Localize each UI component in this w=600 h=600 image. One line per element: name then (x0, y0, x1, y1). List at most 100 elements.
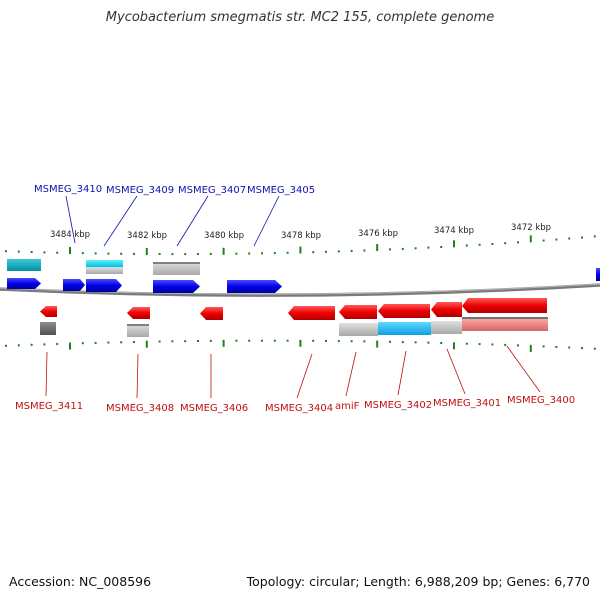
minor-tick (312, 339, 315, 342)
gene-label-msmeg-3406[interactable]: MSMEG_3406 (180, 403, 248, 414)
gene-label-msmeg-3410[interactable]: MSMEG_3410 (34, 184, 102, 195)
feature-block (127, 324, 149, 326)
minor-tick (491, 343, 494, 346)
minor-tick (5, 250, 7, 253)
minor-tick (337, 340, 340, 343)
major-tick (376, 340, 379, 348)
minor-tick (478, 343, 481, 346)
genome-title: Mycobacterium smegmatis str. MC2 155, co… (105, 10, 495, 25)
minor-tick (440, 246, 443, 248)
gene-label-msmeg-3405[interactable]: MSMEG_3405 (247, 185, 315, 196)
forward-feature-track (7, 259, 200, 275)
topology-text: Topology: circular; Length: 6,988,209 bp… (246, 574, 590, 589)
gene-label-msmeg-3404[interactable]: MSMEG_3404 (265, 403, 333, 414)
minor-tick (197, 253, 199, 255)
gene-label-msmeg-3411[interactable]: MSMEG_3411 (15, 401, 83, 412)
minor-tick (261, 339, 263, 342)
minor-tick (478, 243, 481, 246)
gene-label-msmeg-3408[interactable]: MSMEG_3408 (106, 403, 174, 414)
inner-tick-ring (5, 339, 596, 352)
minor-tick (273, 339, 276, 342)
minor-tick (158, 253, 161, 255)
minor-tick (581, 236, 583, 239)
gene-arrow-msmeg-3407[interactable] (153, 280, 200, 293)
major-tick (222, 247, 225, 255)
minor-tick (350, 249, 353, 252)
gene-arrow-amif[interactable] (339, 305, 377, 319)
forward-genes (7, 268, 600, 293)
minor-tick (133, 341, 135, 343)
feature-block (153, 262, 200, 275)
minor-tick (581, 347, 583, 350)
minor-tick (504, 242, 507, 245)
major-tick (145, 340, 148, 348)
gene-arrow-msmeg-3404[interactable] (288, 306, 335, 320)
scale-label-3478: 3478 kbp (281, 231, 321, 241)
reverse-leader-lines (45, 345, 541, 399)
minor-tick (17, 250, 20, 253)
minor-tick (440, 342, 443, 344)
gene-arrow-msmeg-3410[interactable] (63, 279, 85, 291)
feature-block (86, 267, 123, 274)
minor-tick (235, 252, 238, 255)
feature-block (86, 260, 123, 267)
gene-arrow-msmeg-3406[interactable] (200, 307, 223, 320)
minor-tick (273, 252, 276, 255)
gene-arrow-msmeg-3400[interactable] (462, 298, 547, 313)
scale-label-3472: 3472 kbp (511, 223, 551, 233)
feature-block (40, 322, 56, 335)
scale-label-3476: 3476 kbp (358, 229, 398, 239)
minor-tick (568, 237, 571, 240)
minor-tick (248, 339, 251, 342)
minor-tick (389, 248, 391, 251)
minor-tick (30, 251, 33, 253)
minor-tick (517, 344, 519, 347)
major-tick (299, 339, 302, 347)
gene-arrow-msmeg-3409[interactable] (86, 279, 122, 292)
gene-arrow-msmeg-3411[interactable] (40, 306, 57, 317)
gene-arrow-msmeg-3408[interactable] (127, 307, 150, 319)
minor-tick (43, 251, 46, 254)
minor-tick (414, 247, 417, 250)
gene-label-msmeg-3409[interactable]: MSMEG_3409 (106, 185, 174, 196)
minor-tick (517, 241, 519, 244)
minor-tick (465, 244, 468, 247)
minor-tick (209, 339, 212, 342)
major-tick (453, 342, 455, 350)
feature-block (431, 321, 462, 334)
minor-tick (248, 252, 251, 255)
gene-arrow-msmeg-3402[interactable] (378, 304, 430, 318)
gene-arrow-msmeg-3405[interactable] (227, 280, 282, 293)
minor-tick (427, 246, 430, 249)
minor-tick (197, 340, 199, 342)
feature-block (378, 322, 431, 335)
gene-label-amif[interactable]: amiF (335, 401, 360, 412)
minor-tick (171, 340, 174, 343)
minor-tick (555, 346, 558, 348)
gene-label-msmeg-3400[interactable]: MSMEG_3400 (507, 395, 575, 406)
feature-block (127, 324, 149, 337)
gene-arrow-forward[interactable] (7, 278, 41, 289)
major-tick (69, 342, 71, 350)
minor-tick (568, 346, 571, 349)
minor-tick (56, 343, 59, 345)
gene-label-msmeg-3407[interactable]: MSMEG_3407 (178, 185, 246, 196)
reverse-feature-track (40, 317, 548, 337)
minor-tick (427, 341, 430, 344)
minor-tick (325, 339, 327, 342)
minor-tick (81, 342, 84, 345)
minor-tick (171, 253, 174, 256)
gene-label-msmeg-3402[interactable]: MSMEG_3402 (364, 400, 432, 411)
gene-arrow-forward-edge[interactable] (596, 268, 600, 281)
minor-tick (107, 341, 110, 344)
gene-arrow-msmeg-3401[interactable] (431, 302, 462, 317)
minor-tick (465, 342, 468, 345)
minor-tick (235, 339, 238, 342)
minor-tick (107, 252, 110, 255)
minor-tick (325, 250, 327, 253)
gene-label-msmeg-3401[interactable]: MSMEG_3401 (433, 398, 501, 409)
minor-tick (414, 341, 417, 344)
minor-tick (504, 343, 507, 346)
minor-tick (261, 252, 263, 255)
minor-tick (43, 343, 46, 346)
